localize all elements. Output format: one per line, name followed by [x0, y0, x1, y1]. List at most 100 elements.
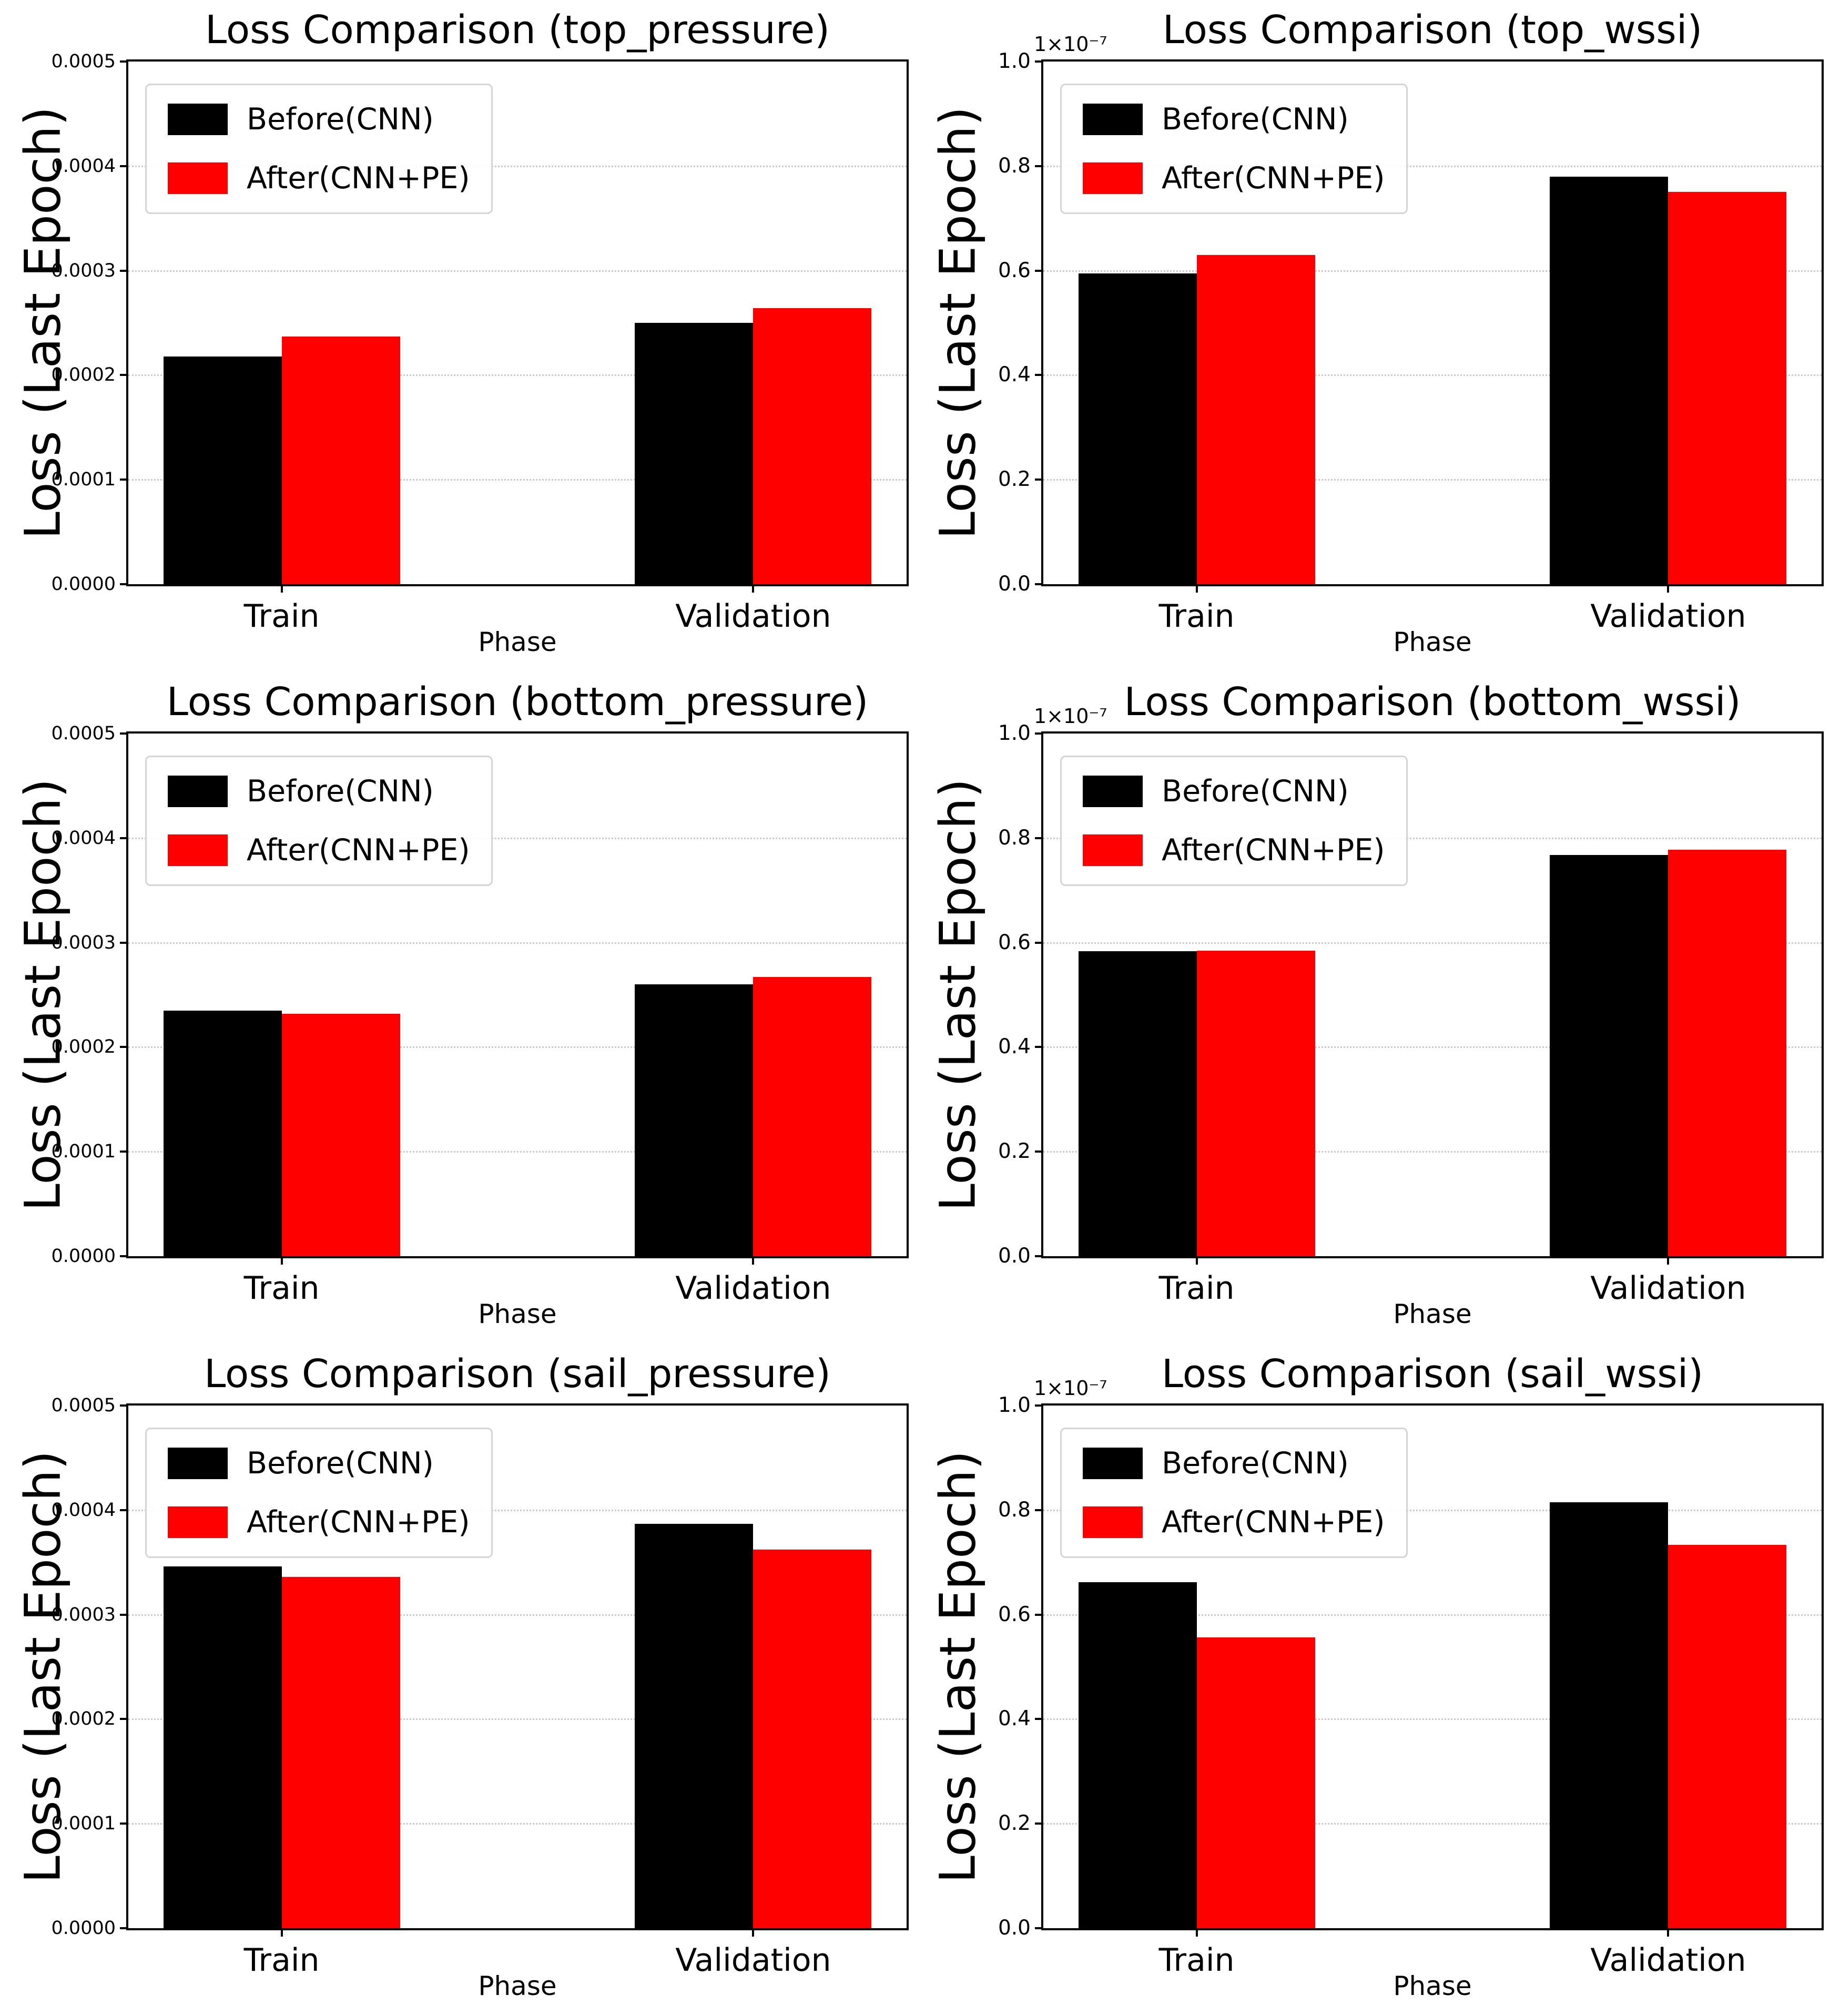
y-tick-label: 0.6: [998, 1602, 1031, 1626]
y-axis-offset-label: 1×10⁻⁷: [1034, 33, 1107, 56]
legend-entry: Before(CNN): [1083, 1447, 1385, 1480]
x-tick-label: Train: [243, 1270, 320, 1307]
legend-swatch-before: [168, 1448, 228, 1479]
chart-bottom-wssi: Loss Comparison (bottom_wssi) Loss (Last…: [915, 672, 1830, 1344]
legend: Before(CNN) After(CNN+PE): [145, 756, 493, 886]
chart-title: Loss Comparison (bottom_wssi): [1124, 679, 1741, 725]
y-tick-mark: [1035, 941, 1043, 944]
x-tick-mark: [752, 1256, 755, 1265]
legend: Before(CNN) After(CNN+PE): [1060, 756, 1408, 886]
legend-entry: After(CNN+PE): [168, 834, 470, 867]
y-tick-label: 1.0: [998, 49, 1031, 73]
gridline: [128, 837, 907, 839]
x-tick-mark: [1667, 584, 1670, 593]
y-tick-mark: [120, 165, 128, 167]
x-axis-label: Phase: [478, 1299, 557, 1329]
y-tick-label: 0.0003: [51, 260, 116, 281]
y-tick-mark: [1035, 165, 1043, 167]
chart-title: Loss Comparison (sail_wssi): [1161, 1351, 1704, 1397]
y-tick-label: 0.0004: [51, 1499, 116, 1521]
y-tick-mark: [120, 1509, 128, 1511]
y-tick-label: 0.6: [998, 930, 1031, 954]
gridline: [128, 1046, 907, 1048]
bar-before-cnn--train: [1078, 951, 1197, 1256]
legend-label-before: Before(CNN): [247, 102, 434, 137]
y-tick-label: 0.0002: [51, 1708, 116, 1730]
y-tick-label: 0.8: [998, 154, 1031, 178]
bar-after-cnn-pe--validation: [1668, 1545, 1787, 1928]
legend-swatch-before: [168, 104, 228, 135]
x-tick-mark: [1195, 584, 1198, 593]
legend-label-before: Before(CNN): [1162, 102, 1349, 137]
x-tick-mark: [280, 1256, 283, 1265]
legend-swatch-after: [168, 162, 228, 194]
legend-label-after: After(CNN+PE): [247, 1505, 470, 1540]
chart-title: Loss Comparison (top_wssi): [1162, 7, 1703, 53]
y-tick-label: 0.4: [998, 1035, 1031, 1059]
legend-label-before: Before(CNN): [247, 1446, 434, 1481]
y-tick-label: 0.4: [998, 363, 1031, 387]
gridline: [1043, 1509, 1822, 1511]
legend: Before(CNN) After(CNN+PE): [145, 84, 493, 214]
x-tick-mark: [1667, 1928, 1670, 1937]
y-tick-mark: [120, 1404, 128, 1407]
legend-entry: After(CNN+PE): [168, 162, 470, 195]
x-tick-label: Validation: [1590, 1270, 1746, 1307]
x-axis-label: Phase: [478, 627, 557, 657]
legend-swatch-after: [168, 834, 228, 866]
legend-label-after: After(CNN+PE): [247, 161, 470, 196]
y-tick-label: 0.2: [998, 467, 1031, 492]
y-tick-label: 0.0003: [51, 1604, 116, 1625]
bar-after-cnn-pe--train: [1196, 1637, 1315, 1928]
gridline: [1043, 1718, 1822, 1720]
gridline: [128, 165, 907, 167]
bar-before-cnn--validation: [1550, 176, 1669, 584]
legend-entry: Before(CNN): [168, 775, 470, 808]
x-tick-mark: [752, 1928, 755, 1937]
x-axis-label: Phase: [1393, 627, 1472, 657]
x-tick-label: Train: [1158, 598, 1235, 635]
legend-entry: Before(CNN): [1083, 103, 1385, 136]
y-tick-mark: [1035, 732, 1043, 735]
y-tick-mark: [1035, 1509, 1043, 1511]
bar-after-cnn-pe--validation: [1668, 849, 1787, 1256]
y-tick-label: 0.8: [998, 1498, 1031, 1522]
x-axis-label: Phase: [1393, 1971, 1472, 2001]
bar-after-cnn-pe--validation: [753, 308, 872, 584]
y-axis-offset-label: 1×10⁻⁷: [1034, 1377, 1107, 1400]
legend-entry: After(CNN+PE): [1083, 834, 1385, 867]
y-tick-mark: [1035, 60, 1043, 63]
legend-label-before: Before(CNN): [1162, 1446, 1349, 1481]
y-tick-label: 0.0000: [51, 574, 116, 595]
y-tick-mark: [1035, 478, 1043, 481]
bar-before-cnn--validation: [635, 984, 754, 1256]
x-tick-mark: [280, 1928, 283, 1937]
x-axis-label: Phase: [1393, 1299, 1472, 1329]
legend-swatch-after: [1083, 1506, 1143, 1538]
bar-after-cnn-pe--train: [281, 1013, 400, 1256]
y-tick-label: 0.0000: [51, 1246, 116, 1267]
y-tick-label: 0.0005: [51, 1395, 116, 1416]
x-tick-mark: [1195, 1256, 1198, 1265]
y-tick-mark: [120, 1822, 128, 1825]
y-tick-label: 0.6: [998, 258, 1031, 282]
gridline: [128, 1509, 907, 1511]
y-tick-mark: [120, 1718, 128, 1720]
y-tick-mark: [1035, 1613, 1043, 1616]
y-tick-mark: [120, 1613, 128, 1616]
chart-title: Loss Comparison (sail_pressure): [204, 1351, 831, 1397]
bar-before-cnn--train: [1078, 273, 1197, 584]
y-tick-mark: [1035, 269, 1043, 272]
gridline: [128, 1614, 907, 1616]
legend-swatch-after: [1083, 834, 1143, 866]
gridline: [128, 1823, 907, 1825]
bar-after-cnn-pe--validation: [1668, 191, 1787, 584]
y-tick-mark: [1035, 1150, 1043, 1153]
y-tick-mark: [120, 732, 128, 735]
x-tick-mark: [280, 584, 283, 593]
legend-entry: Before(CNN): [168, 1447, 470, 1480]
y-tick-mark: [120, 583, 128, 585]
legend: Before(CNN) After(CNN+PE): [1060, 1428, 1408, 1558]
gridline: [1043, 270, 1822, 272]
legend-swatch-before: [1083, 776, 1143, 807]
